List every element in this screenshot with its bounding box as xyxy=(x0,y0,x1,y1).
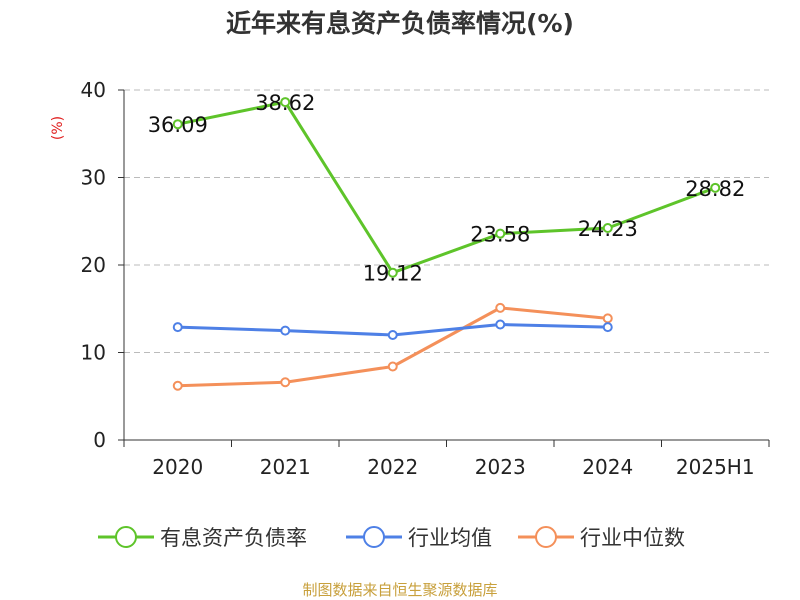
data-point xyxy=(710,182,721,193)
x-tick-label: 2021 xyxy=(260,455,311,479)
data-point xyxy=(172,119,183,130)
data-point xyxy=(387,361,398,372)
data-label: 36.09 xyxy=(148,113,208,137)
data-point xyxy=(495,228,506,239)
series-line xyxy=(177,100,716,275)
x-tick-label: 2023 xyxy=(475,455,526,479)
data-point xyxy=(495,319,506,330)
data-point xyxy=(172,322,183,333)
legend-label: 行业均值 xyxy=(408,526,492,550)
x-tick-label: 2022 xyxy=(367,455,418,479)
legend-marker xyxy=(115,526,137,548)
series-line xyxy=(177,306,608,388)
data-label: 38.62 xyxy=(255,91,315,115)
data-point xyxy=(280,325,291,336)
data-point xyxy=(172,380,183,391)
data-point xyxy=(602,322,613,333)
legend-marker xyxy=(363,526,385,548)
data-label: 23.58 xyxy=(470,223,530,247)
y-tick-label: 40 xyxy=(81,78,106,102)
x-tick-label: 2020 xyxy=(152,455,203,479)
data-point xyxy=(387,267,398,278)
y-tick-label: 0 xyxy=(93,428,106,452)
y-axis-label: (%) xyxy=(50,116,66,140)
chart-title: 近年来有息资产负债率情况(%) xyxy=(226,9,574,38)
x-tick-label: 2024 xyxy=(582,455,633,479)
chart-source: 制图数据来自恒生聚源数据库 xyxy=(302,581,498,599)
legend-label: 行业中位数 xyxy=(580,526,685,550)
data-label: 24.23 xyxy=(578,217,638,241)
data-label: 28.82 xyxy=(685,177,745,201)
data-point xyxy=(602,313,613,324)
data-point xyxy=(387,330,398,340)
y-tick-label: 30 xyxy=(81,166,106,190)
legend-label: 有息资产负债率 xyxy=(160,526,307,550)
data-point xyxy=(602,222,613,233)
data-point xyxy=(495,302,506,313)
data-label: 19.12 xyxy=(363,262,423,286)
data-point xyxy=(280,97,291,108)
y-tick-label: 20 xyxy=(81,253,106,277)
x-tick-label: 2025H1 xyxy=(676,455,755,479)
y-tick-label: 10 xyxy=(81,341,106,365)
data-point xyxy=(280,377,291,388)
legend-marker xyxy=(535,526,557,548)
